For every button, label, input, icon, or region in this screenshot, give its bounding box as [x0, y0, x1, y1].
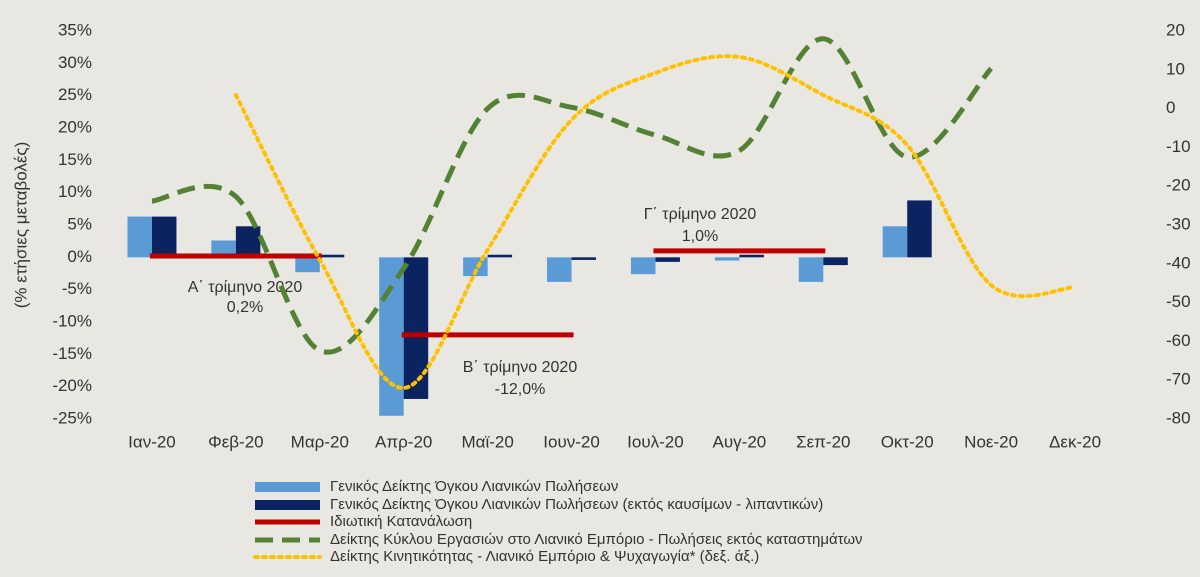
bar	[403, 257, 429, 399]
legend-label: Δείκτης Κινητικότητας - Λιανικό Εμπόριο …	[330, 548, 759, 565]
bar	[211, 240, 236, 258]
bar	[882, 226, 908, 258]
bar	[655, 257, 680, 262]
line	[151, 36, 994, 355]
bar	[907, 200, 932, 258]
y-tick-label: -15%	[52, 344, 92, 363]
bar	[487, 254, 513, 258]
x-tick-label: Σεπ-20	[796, 432, 850, 451]
x-tick-label: Νοε-20	[964, 432, 1018, 451]
y2-tick-label: -10	[1166, 137, 1191, 156]
x-tick-label: Απρ-20	[375, 432, 432, 451]
bar	[235, 226, 261, 258]
x-tick-label: Μαϊ-20	[461, 432, 513, 451]
x-tick-label: Μαρ-20	[291, 432, 349, 451]
bar	[151, 216, 177, 258]
y2-tick-label: -80	[1166, 408, 1191, 427]
bar	[571, 257, 597, 260]
bar	[798, 257, 824, 282]
y-tick-label: 10%	[58, 182, 92, 201]
x-tick-label: Οκτ-20	[881, 432, 934, 451]
x-tick-label: Φεβ-20	[208, 432, 264, 451]
bar	[463, 257, 488, 277]
bar	[319, 254, 345, 258]
bar	[714, 257, 740, 261]
y-axis-title: (% ετήσιες μεταβολές)	[11, 142, 30, 309]
y2-tick-label: -40	[1166, 253, 1191, 272]
legend-label: Γενικός Δείκτης Όγκου Λιανικών Πωλήσεων …	[330, 496, 823, 513]
y-tick-label: 0%	[67, 247, 92, 266]
y2-tick-label: -20	[1166, 176, 1191, 195]
x-tick-label: Ιουλ-20	[627, 432, 684, 451]
legend-label: Δείκτης Κύκλου Εργασιών στο Λιανικό Εμπό…	[330, 531, 863, 548]
y2-tick-label: -70	[1166, 370, 1191, 389]
bar	[547, 257, 572, 282]
y2-tick-label: -60	[1166, 331, 1191, 350]
y2-tick-label: -30	[1166, 214, 1191, 233]
annotation: Β΄ τρίμηνο 2020	[463, 359, 578, 376]
x-tick-label: Αυγ-20	[713, 432, 767, 451]
y-tick-label: -25%	[52, 408, 92, 427]
bar	[379, 257, 404, 416]
x-tick-label: Δεκ-20	[1049, 432, 1101, 451]
annotation: Α΄ τρίμηνο 2020	[188, 279, 303, 296]
y-tick-label: -10%	[52, 311, 92, 330]
y-tick-label: 20%	[58, 117, 92, 136]
x-tick-label: Ιαν-20	[128, 432, 176, 451]
bar	[739, 254, 764, 258]
y2-tick-label: -50	[1166, 292, 1191, 311]
y-tick-label: 25%	[58, 85, 92, 104]
legend-label: Ιδιωτική Κατανάλωση	[330, 513, 472, 530]
bar	[630, 257, 656, 275]
y2-tick-label: 20	[1166, 20, 1185, 39]
legend-label: Γενικός Δείκτης Όγκου Λιανικών Πωλήσεων	[330, 478, 618, 495]
bar	[295, 257, 320, 273]
y-tick-label: 30%	[58, 53, 92, 72]
annotation-value: 0,2%	[227, 299, 263, 316]
bar	[823, 257, 848, 266]
annotation-value: 1,0%	[682, 228, 718, 245]
line	[233, 54, 1078, 390]
annotation: Γ΄ τρίμηνο 2020	[644, 206, 757, 223]
bar	[127, 216, 152, 258]
legend-symbol	[255, 500, 320, 510]
y-tick-label: 15%	[58, 150, 92, 169]
y-tick-label: 35%	[58, 20, 92, 39]
legend-symbol	[255, 482, 320, 492]
y-tick-label: -5%	[62, 279, 92, 298]
y2-tick-label: 10	[1166, 59, 1185, 78]
y-tick-label: 5%	[67, 214, 92, 233]
annotation-value: -12,0%	[495, 381, 546, 398]
y2-tick-label: 0	[1166, 98, 1175, 117]
x-tick-label: Ιουν-20	[543, 432, 600, 451]
y-tick-label: -20%	[52, 376, 92, 395]
